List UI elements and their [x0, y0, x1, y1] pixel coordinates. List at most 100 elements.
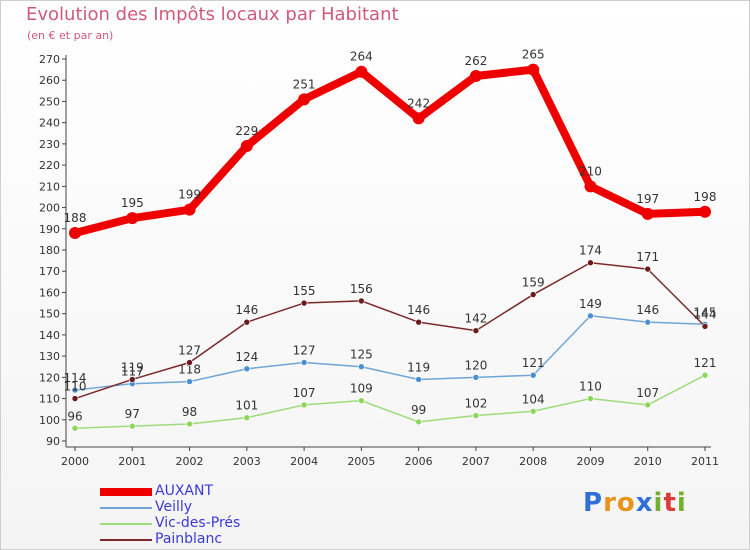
y-tick-label: 210: [39, 180, 60, 193]
logo-letter: o: [616, 488, 636, 518]
data-label: 197: [636, 192, 659, 206]
data-point: [587, 395, 594, 402]
legend-swatch-auxant: [100, 488, 152, 496]
data-label: 99: [411, 403, 426, 417]
data-label: 127: [178, 343, 201, 357]
x-tick-label: 2011: [691, 455, 719, 468]
data-label: 107: [636, 386, 659, 400]
data-label: 107: [293, 386, 316, 400]
y-tick-label: 200: [39, 202, 60, 215]
data-point: [71, 386, 79, 394]
logo-letter: t: [663, 488, 677, 518]
x-tick-label: 2001: [118, 455, 146, 468]
data-label: 114: [64, 371, 87, 385]
data-point: [186, 420, 193, 428]
data-label: 146: [407, 303, 430, 317]
data-label: 251: [293, 77, 316, 91]
data-label: 174: [579, 244, 602, 258]
y-tick-label: 130: [39, 350, 60, 363]
data-point: [415, 376, 422, 383]
data-point: [472, 327, 480, 334]
y-tick-label: 270: [39, 53, 60, 66]
data-label: 195: [121, 196, 144, 210]
x-tick-label: 2006: [405, 455, 433, 468]
data-point: [183, 203, 196, 216]
data-point: [587, 259, 594, 267]
y-tick-label: 190: [39, 223, 60, 236]
logo-letter: i: [653, 488, 664, 518]
data-label: 97: [125, 407, 140, 421]
data-label: 146: [636, 303, 659, 317]
x-tick-label: 2007: [462, 455, 490, 468]
data-label: 171: [636, 250, 659, 264]
y-tick-label: 180: [39, 244, 60, 257]
data-point: [300, 401, 308, 409]
chart-subtitle: (en € et par an): [27, 29, 114, 42]
legend-label-painblanc: Painblanc: [155, 531, 223, 547]
data-point: [415, 418, 422, 426]
y-tick-label: 150: [39, 308, 60, 321]
logo-letter: r: [603, 488, 617, 518]
data-point: [71, 424, 79, 432]
y-tick-label: 250: [39, 95, 60, 108]
data-label: 142: [464, 312, 487, 326]
x-tick-label: 2010: [634, 455, 662, 468]
data-label: 149: [579, 297, 602, 311]
data-point: [472, 374, 480, 381]
data-point: [355, 65, 368, 78]
data-point: [644, 265, 652, 273]
y-tick-label: 220: [39, 159, 60, 172]
series-line-veilly: [74, 315, 706, 391]
data-label: 159: [522, 276, 545, 290]
data-label: 120: [464, 358, 487, 372]
data-label: 119: [407, 360, 430, 374]
data-point: [584, 180, 597, 193]
x-tick-label: 2009: [576, 455, 604, 468]
data-point: [186, 359, 193, 366]
series-line-vic-des-prés: [74, 374, 706, 430]
data-label: 155: [293, 284, 316, 298]
data-label: 229: [235, 124, 258, 138]
data-point: [644, 401, 652, 409]
logo-letter: i: [676, 488, 687, 518]
data-point: [300, 299, 308, 307]
data-label: 110: [64, 380, 87, 394]
data-point: [243, 365, 251, 373]
proxiti-logo: Proxiti: [583, 488, 687, 518]
data-label: 104: [522, 392, 545, 406]
data-label: 109: [350, 382, 373, 396]
data-label: 96: [67, 409, 82, 423]
y-tick-label: 160: [39, 286, 60, 299]
data-point: [71, 395, 79, 402]
data-label: 144: [694, 307, 717, 321]
data-point: [529, 291, 537, 298]
legend-swatch-painblanc: [100, 539, 152, 541]
data-label: 242: [407, 96, 430, 110]
y-tick-label: 120: [39, 371, 60, 384]
legend-label-veilly: Veilly: [155, 499, 193, 515]
data-point: [69, 227, 81, 240]
data-point: [186, 378, 193, 385]
data-point: [701, 371, 709, 379]
data-label: 198: [694, 190, 717, 204]
data-label: 210: [579, 164, 602, 178]
data-point: [243, 414, 251, 421]
data-point: [415, 318, 422, 326]
data-point: [529, 407, 537, 415]
data-point: [412, 112, 425, 125]
x-tick-label: 2008: [519, 455, 547, 468]
logo-letter: P: [583, 488, 604, 518]
data-point: [126, 212, 139, 225]
data-point: [469, 69, 482, 82]
data-label: 124: [235, 350, 258, 364]
x-tick-label: 2004: [290, 455, 318, 468]
data-label: 110: [579, 380, 602, 394]
y-tick-label: 100: [39, 414, 60, 427]
data-label: 156: [350, 282, 373, 296]
y-tick-label: 90: [46, 435, 60, 448]
data-label: 199: [178, 188, 201, 202]
data-point: [358, 297, 365, 305]
chart-title: Evolution des Impôts locaux par Habitant: [26, 4, 399, 25]
